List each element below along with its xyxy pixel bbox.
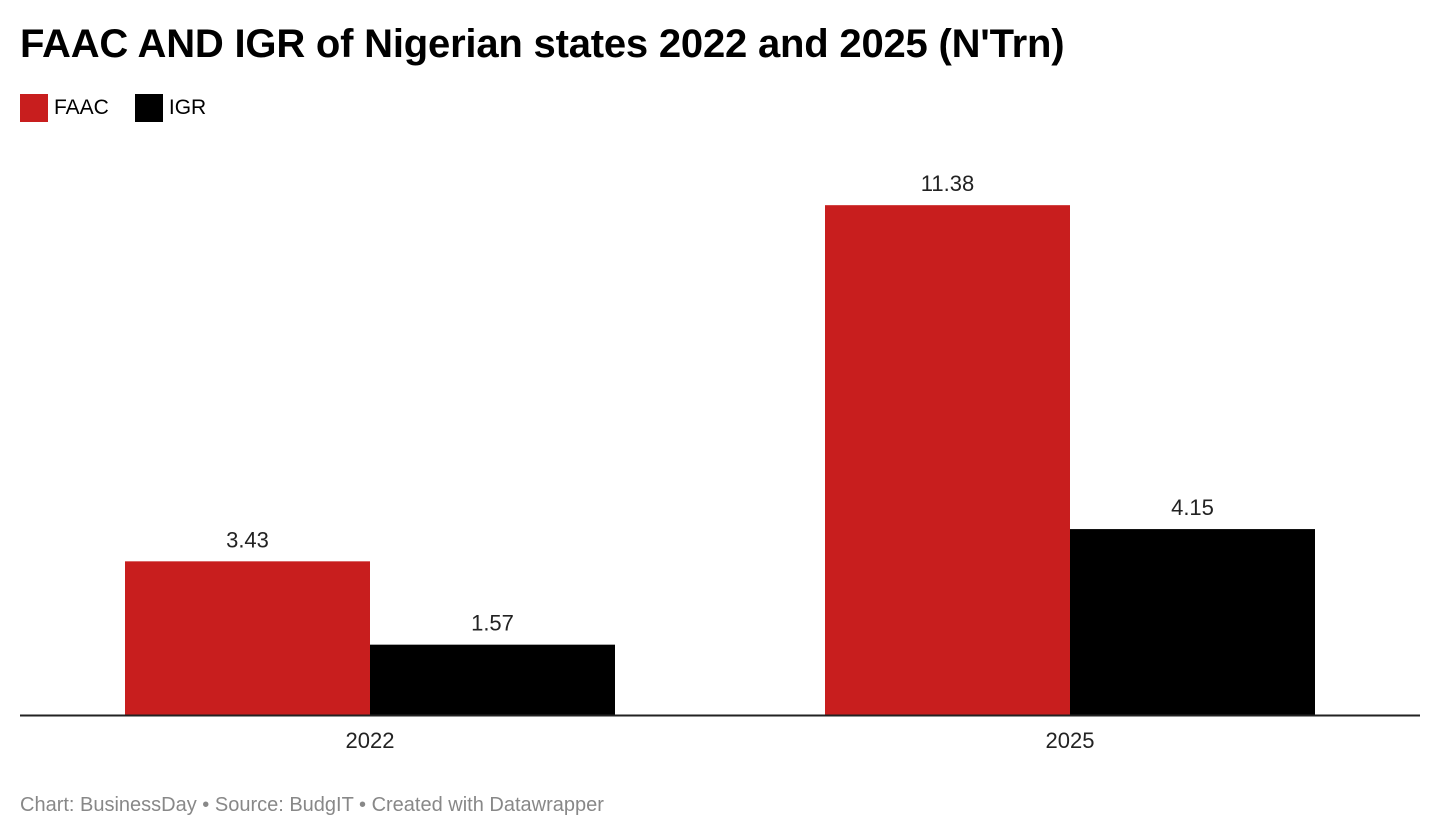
bar-igr-2025 bbox=[1070, 529, 1315, 715]
legend-label-faac: FAAC bbox=[54, 96, 109, 119]
data-label-igr-2025: 4.15 bbox=[1171, 495, 1214, 520]
bar-chart: 3.43 1.57 2022 11.38 4.15 2025 bbox=[20, 171, 1420, 753]
data-label-igr-2022: 1.57 bbox=[471, 611, 514, 636]
chart-footer: Chart: BusinessDay • Source: BudgIT • Cr… bbox=[20, 794, 604, 816]
legend-item-faac: FAAC bbox=[20, 94, 109, 122]
chart-title: FAAC AND IGR of Nigerian states 2022 and… bbox=[20, 22, 1065, 66]
bar-faac-2022 bbox=[125, 561, 370, 715]
x-tick-label-2025: 2025 bbox=[1046, 728, 1095, 753]
legend-item-igr: IGR bbox=[134, 94, 207, 122]
data-label-faac-2025: 11.38 bbox=[921, 171, 974, 196]
bar-faac-2025 bbox=[825, 205, 1070, 715]
data-label-faac-2022: 3.43 bbox=[226, 527, 269, 552]
bar-igr-2022 bbox=[370, 644, 615, 715]
legend: FAAC IGR bbox=[20, 93, 232, 123]
legend-label-igr: IGR bbox=[168, 96, 207, 119]
legend-swatch-faac bbox=[20, 94, 48, 122]
legend-swatch-igr bbox=[134, 94, 163, 122]
x-tick-label-2022: 2022 bbox=[346, 728, 395, 753]
